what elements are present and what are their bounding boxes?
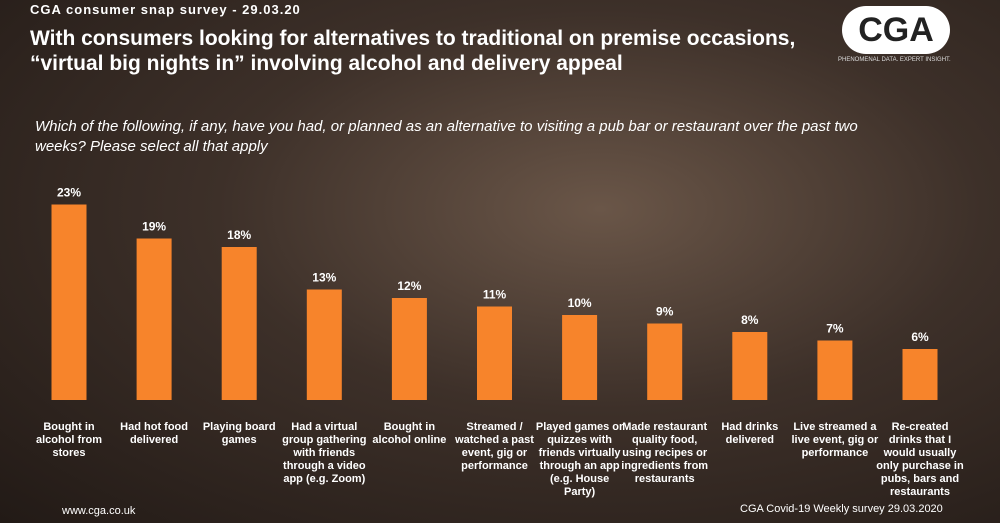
category-label: Had a virtual group gathering with frien… xyxy=(282,421,367,485)
bar xyxy=(732,332,768,400)
value-label: 9% xyxy=(656,305,674,319)
bar xyxy=(51,204,87,400)
footer-right: CGA Covid-19 Weekly survey 29.03.2020 xyxy=(740,503,943,515)
value-label: 7% xyxy=(826,322,844,336)
logo-tagline: PHENOMENAL DATA. EXPERT INSIGHT. xyxy=(838,57,951,63)
category-label: Bought in alcohol online xyxy=(372,421,447,446)
value-label: 10% xyxy=(568,296,592,310)
value-label: 11% xyxy=(483,288,507,302)
bar xyxy=(647,323,683,400)
value-label: 12% xyxy=(397,279,421,293)
category-label: Playing board games xyxy=(202,421,276,446)
value-label: 6% xyxy=(911,330,929,344)
value-label: 8% xyxy=(741,313,759,327)
category-label: Had hot food delivered xyxy=(120,421,188,446)
value-label: 13% xyxy=(312,271,336,285)
bar xyxy=(221,247,257,400)
bar xyxy=(477,306,512,400)
value-label: 19% xyxy=(142,220,166,234)
category-label: Live streamed a live event, gig or perfo… xyxy=(791,421,879,459)
bar xyxy=(902,349,938,400)
title: With consumers looking for alternatives … xyxy=(30,27,796,75)
category-label: Re-created drinks that I would usually o… xyxy=(876,421,964,498)
category-label: Made restaurant quality food, using reci… xyxy=(621,421,709,485)
bar xyxy=(817,340,853,400)
logo: CGA xyxy=(842,6,950,54)
question: Which of the following, if any, have you… xyxy=(35,118,858,155)
bar xyxy=(306,289,342,400)
category-label: Bought in alcohol from stores xyxy=(35,421,102,459)
category-label: Had drinks delivered xyxy=(721,421,779,446)
category-label: Played games or quizzes with friends vir… xyxy=(535,421,624,498)
bar xyxy=(136,238,172,400)
value-label: 23% xyxy=(57,186,81,200)
bar xyxy=(391,298,427,400)
value-label: 18% xyxy=(227,228,251,242)
bar xyxy=(562,315,598,400)
category-label: Streamed / watched a past event, gig or … xyxy=(455,421,534,472)
footer-left: www.cga.co.uk xyxy=(62,505,136,517)
header: CGA consumer snap survey - 29.03.20 xyxy=(30,2,301,17)
